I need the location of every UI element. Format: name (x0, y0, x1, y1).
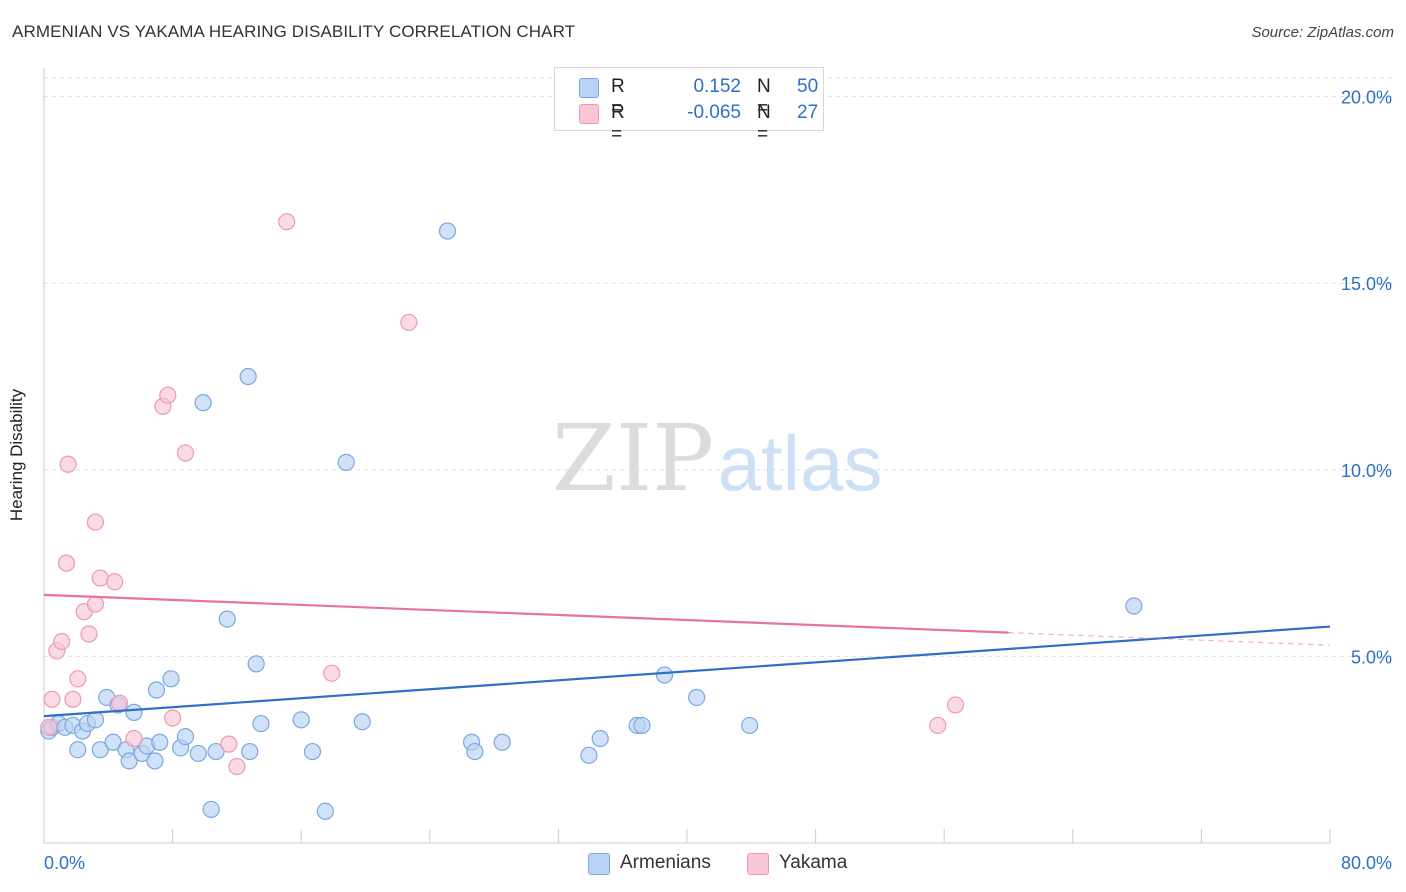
armenian-point (218, 610, 236, 628)
grid-layer (44, 77, 1392, 657)
yakama-point (125, 729, 143, 748)
armenian-point (688, 688, 706, 707)
armenian-point (69, 741, 87, 759)
armenian-point (303, 742, 322, 761)
legend-n-value: 50 (797, 76, 819, 97)
yakama-point (110, 694, 129, 712)
yakama-trend-extension (1008, 632, 1331, 646)
armenian-point (194, 394, 212, 412)
x-tick-label-min: 0.0% (44, 853, 85, 873)
y-tick-label: 20.0% (1341, 88, 1392, 108)
yakama-point (929, 716, 947, 735)
armenian-point (147, 681, 166, 699)
yakama-point (159, 386, 177, 404)
y-tick-label: 5.0% (1351, 647, 1392, 667)
armenian-point (292, 711, 310, 729)
armenian-point (151, 733, 169, 751)
armenian-point (316, 802, 334, 820)
armenian-point (493, 733, 511, 751)
armenian-point (189, 744, 207, 763)
armenian-point (353, 713, 371, 731)
legend-r-label: R = (611, 76, 625, 119)
y-tick-label: 10.0% (1341, 461, 1392, 481)
yakama-point (59, 455, 77, 473)
yakama-point (80, 625, 98, 643)
x-tick-label-max: 80.0% (1341, 853, 1392, 873)
watermark-atlas: atlas (718, 419, 883, 507)
trend-layer (43, 593, 1331, 718)
yakama-point (64, 690, 82, 708)
yakama-point (176, 444, 195, 462)
y-axis-label: Hearing Disability (7, 388, 26, 522)
armenian-trend-line (43, 625, 1331, 718)
yakama-point (40, 718, 58, 736)
axis-layer (43, 68, 1331, 844)
armenian-point (125, 703, 143, 721)
yakama-point (278, 213, 296, 231)
armenian-point (207, 742, 225, 761)
armenian-point (247, 655, 265, 673)
legend-n-label: N = (757, 76, 771, 119)
armenian-point (252, 714, 270, 733)
legend-swatch-yakama (579, 104, 599, 124)
armenian-point (146, 752, 164, 770)
bottom-legend-swatch-yakama (747, 853, 769, 875)
armenian-point (655, 666, 674, 684)
armenian-point (741, 716, 759, 735)
armenian-point (591, 729, 609, 748)
yakama-point (220, 735, 238, 753)
yakama-point (69, 670, 87, 688)
bottom-legend-label-yakama: Yakama (779, 852, 848, 873)
yakama-point (86, 595, 105, 613)
legend-n-value: 27 (797, 102, 819, 123)
armenian-point (86, 711, 105, 729)
stats-legend: R = 0.152 N = 50 R = -0.065 N = 27 (554, 67, 824, 145)
yakama-trend-line (43, 593, 1009, 634)
armenian-point (438, 222, 457, 240)
yakama-point (57, 554, 76, 572)
yakama-point (53, 632, 71, 651)
legend-swatch-armenians (579, 78, 599, 98)
legend-r-label: R = (611, 102, 625, 145)
yakama-point (43, 690, 61, 708)
armenian-point (633, 716, 651, 735)
armenian-point (239, 367, 257, 386)
yakama-point (164, 709, 182, 727)
y-tick-label: 15.0% (1341, 274, 1392, 294)
yakama-point (86, 513, 105, 531)
armenian-point (91, 741, 109, 759)
armenian-point (241, 742, 259, 761)
legend-r-value: 0.152 (693, 76, 741, 97)
armenian-point (176, 728, 195, 746)
yakama-point (946, 696, 965, 714)
yakama-point (91, 569, 109, 587)
armenian-point (580, 746, 598, 764)
watermark: ZIP atlas (552, 405, 882, 512)
yakama-point (228, 757, 246, 776)
chart-title: ARMENIAN VS YAKAMA HEARING DISABILITY CO… (12, 22, 576, 41)
watermark-zip: ZIP (552, 405, 714, 512)
bottom-legend-swatch-armenians (588, 853, 610, 875)
yakama-point (106, 573, 124, 591)
points-layer (40, 213, 1143, 820)
yakama-point (400, 313, 418, 332)
armenian-point (1125, 597, 1143, 615)
armenian-point (466, 742, 484, 761)
tick-label-layer: 5.0% 10.0% 15.0% 20.0% 0.0% 80.0% (44, 88, 1392, 873)
armenian-point (337, 453, 355, 471)
bottom-legend-label-armenians: Armenians (620, 852, 711, 873)
source-label: Source: ZipAtlas.com (1251, 24, 1394, 41)
legend-n-label: N = (757, 102, 771, 145)
armenian-point (162, 670, 180, 688)
armenian-point (202, 800, 220, 819)
armenian-point (120, 752, 138, 770)
armenian-point (104, 733, 122, 751)
legend-r-value: -0.065 (687, 102, 741, 123)
yakama-point (323, 664, 341, 682)
